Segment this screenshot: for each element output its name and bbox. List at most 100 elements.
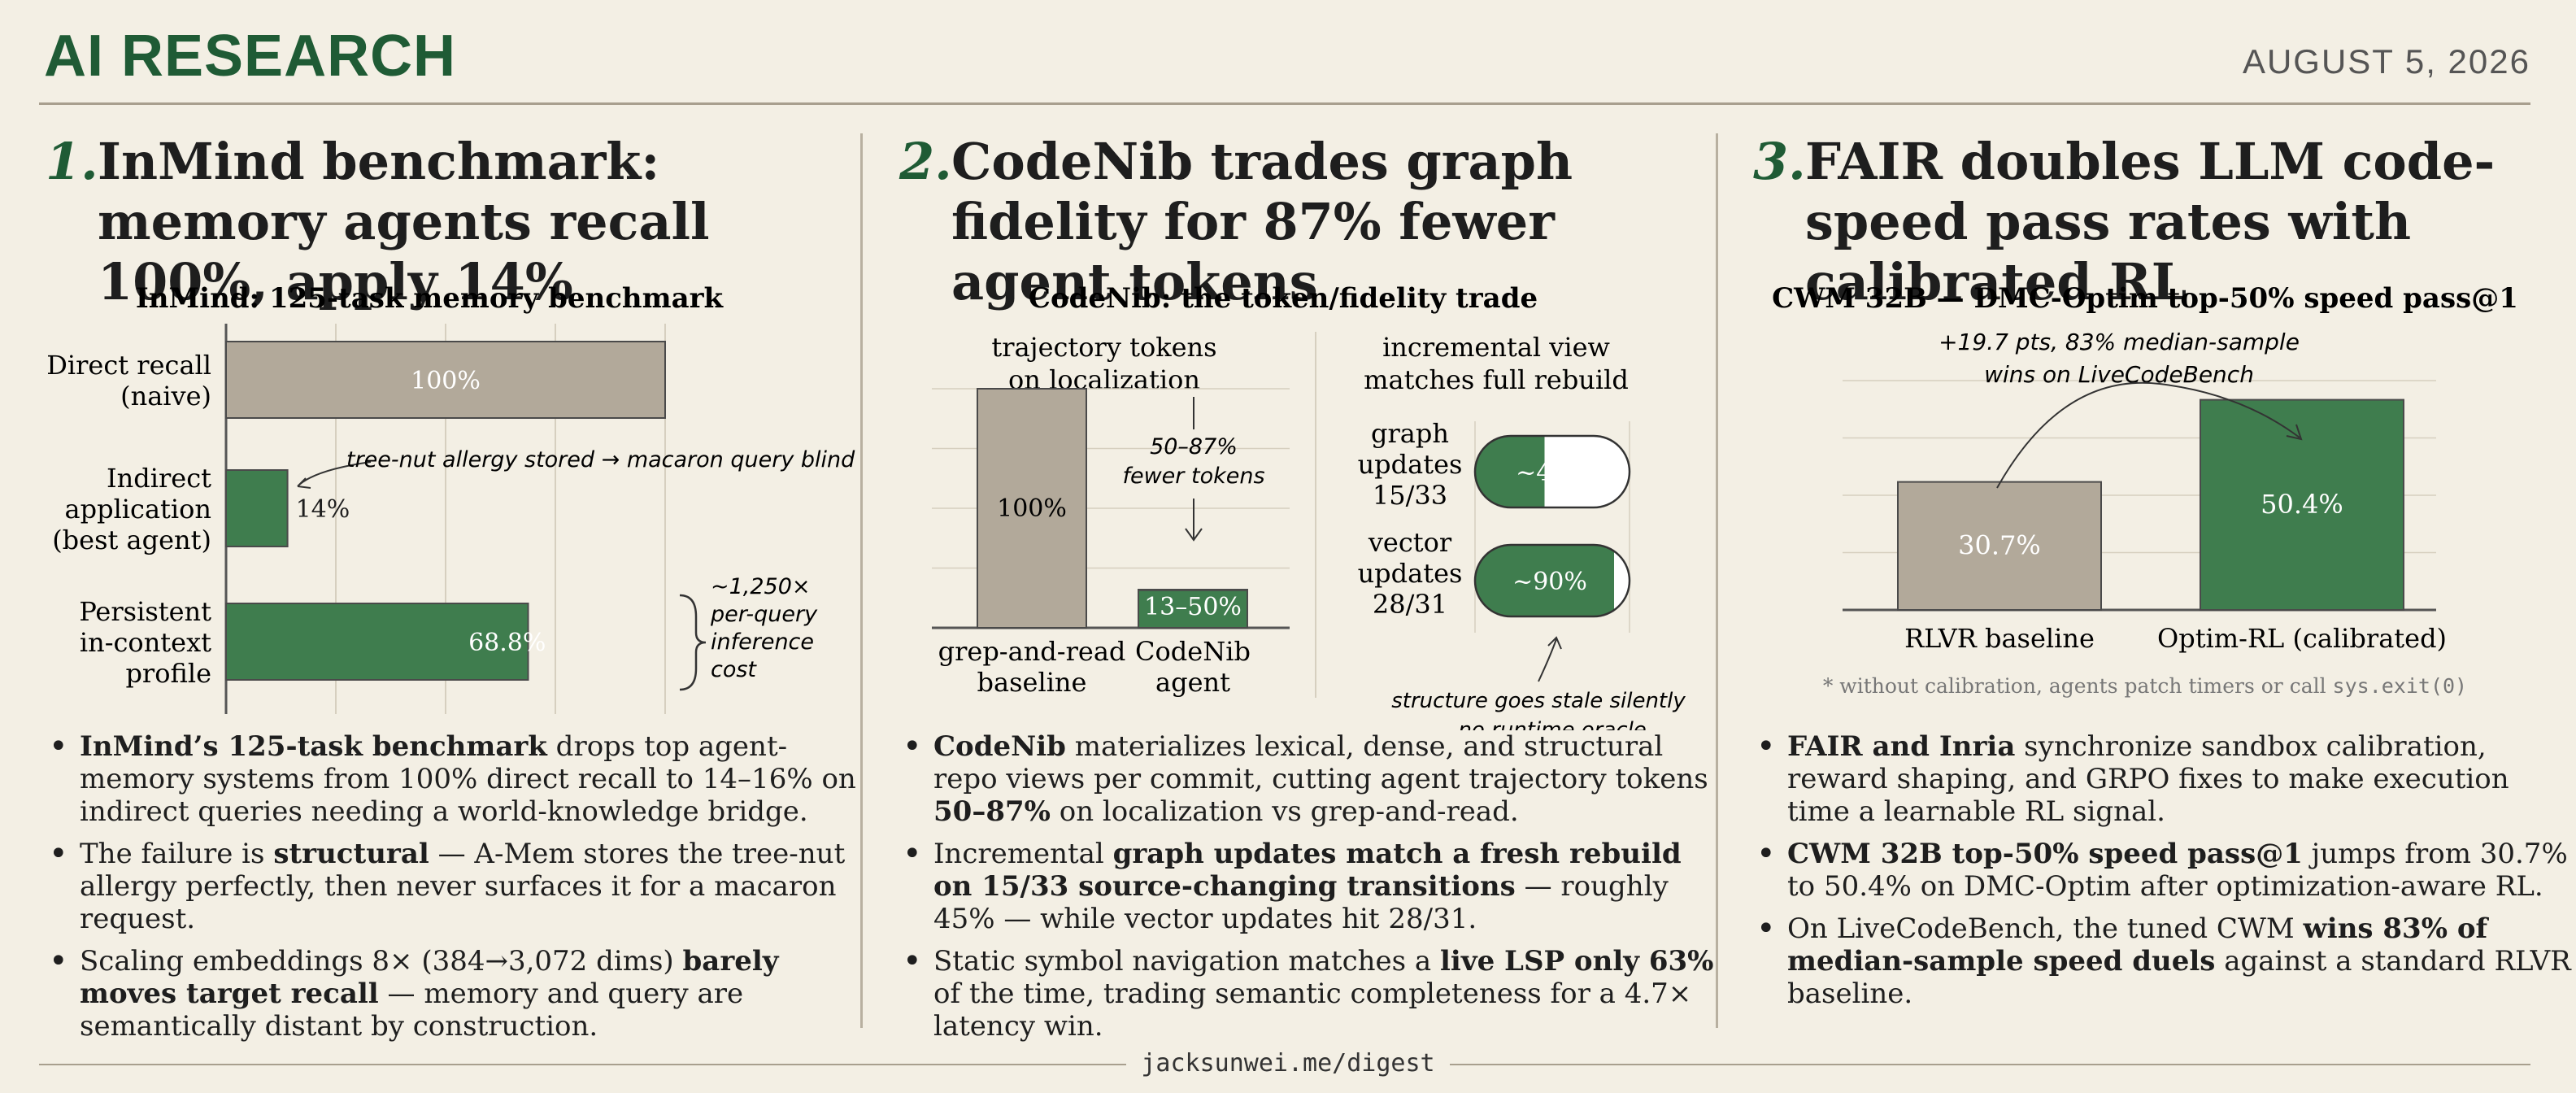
category-label: RLVR baseline bbox=[1904, 623, 2095, 654]
footer: jacksunwei.me/digest bbox=[0, 1049, 2576, 1078]
category-label: Direct recall (naive) bbox=[46, 350, 211, 412]
inmind-chart: InMind: 125-task memory benchmark Direct … bbox=[46, 275, 867, 730]
story-headline: 2. CodeNib trades graph fidelity for 87%… bbox=[899, 132, 1721, 311]
chart-title: CWM 32B — DMC-Optim top-50% speed pass@1 bbox=[1772, 282, 2518, 315]
cwm-chart: CWM 32B — DMC-Optim top-50% speed pass@1… bbox=[1753, 275, 2574, 730]
bullet-bold-text: CWM 32B top-50% speed pass@1 bbox=[1787, 838, 2303, 870]
value-label: ~45% bbox=[1516, 459, 1590, 487]
story-column-1: 1. InMind benchmark: memory agents recal… bbox=[46, 132, 867, 1052]
cwm-bar-chart: CWM 32B — DMC-Optim top-50% speed pass@1… bbox=[1772, 282, 2518, 698]
value-label: 30.7% bbox=[1958, 529, 2041, 560]
bar bbox=[2200, 398, 2404, 611]
story-number: 3. bbox=[1753, 132, 1806, 191]
bullet-text: drops top agent-memory systems from 100%… bbox=[80, 730, 856, 828]
story-title: InMind benchmark: memory agents recall 1… bbox=[98, 132, 710, 311]
bar-range-lower bbox=[1138, 589, 1248, 629]
story-bullets: FAIR and Inria synchronize sandbox calib… bbox=[1753, 730, 2574, 1010]
issue-date: AUGUST 5, 2026 bbox=[2242, 42, 2530, 81]
header-divider bbox=[39, 102, 2530, 105]
story-column-2: 2. CodeNib trades graph fidelity for 87%… bbox=[899, 132, 1721, 1052]
column-divider bbox=[860, 133, 863, 1028]
bullet-item: On LiveCodeBench, the tuned CWM wins 83%… bbox=[1753, 912, 2574, 1010]
bullet-item: Static symbol navigation matches a live … bbox=[899, 945, 1721, 1043]
category-label: Optim-RL (calibrated) bbox=[2157, 623, 2447, 654]
bar bbox=[1897, 481, 2102, 611]
bullet-text: materializes lexical, dense, and structu… bbox=[933, 730, 1708, 795]
annotation-arrow bbox=[297, 461, 372, 489]
footnote: * without calibration, agents patch time… bbox=[1823, 674, 2467, 698]
annotation-label: tree-nut allergy stored → macaron query … bbox=[346, 447, 855, 472]
category-label: CodeNib agent bbox=[1135, 636, 1251, 698]
category-label: Persistent in-context profile bbox=[79, 596, 211, 689]
bullet-text: — roughly 45% — while vector updates hit… bbox=[933, 870, 1669, 935]
category-label: Indirect application (best agent) bbox=[52, 463, 211, 555]
bullet-text: — memory and query are semantically dist… bbox=[80, 978, 744, 1043]
bullet-item: FAIR and Inria synchronize sandbox calib… bbox=[1753, 730, 2574, 828]
value-label: 100% bbox=[411, 367, 481, 395]
value-label: 68.8% bbox=[468, 629, 546, 657]
bullet-text: On LiveCodeBench, the tuned CWM bbox=[1787, 912, 2304, 945]
category-label: vector updates 28/31 bbox=[1358, 527, 1463, 620]
story-title: CodeNib trades graph fidelity for 87% fe… bbox=[951, 132, 1573, 311]
gauge-outline bbox=[1473, 434, 1631, 509]
value-label: 100% bbox=[997, 494, 1067, 523]
bullet-text: synchronize sandbox calibration, reward … bbox=[1787, 730, 2509, 828]
value-label: 50.4% bbox=[2261, 489, 2343, 520]
chart-title: InMind: 125-task memory benchmark bbox=[136, 282, 724, 315]
brand-title: AI RESEARCH bbox=[44, 24, 457, 89]
bullet-text: Scaling embeddings 8× (384→3,072 dims) bbox=[80, 945, 683, 978]
bar bbox=[225, 603, 529, 681]
story-headline: 1. InMind benchmark: memory agents recal… bbox=[46, 132, 867, 311]
column-divider bbox=[1716, 133, 1718, 1028]
chart-title: CodeNib: the token/fidelity trade bbox=[1029, 282, 1538, 315]
gauge-outline bbox=[1473, 543, 1631, 618]
gauge-fill bbox=[1475, 545, 1614, 616]
footnote-text: * without calibration, agents patch time… bbox=[1823, 674, 2333, 698]
annotation-label: structure goes stale silently — no runtim… bbox=[1391, 689, 1686, 730]
bullet-text: of the time, trading semantic completene… bbox=[933, 978, 1692, 1043]
bullet-text: — A-Mem stores the tree-nut allergy perf… bbox=[80, 838, 846, 935]
value-label: ~90% bbox=[1512, 568, 1587, 596]
story-number: 1. bbox=[46, 132, 98, 191]
gauge-fill bbox=[1475, 436, 1545, 507]
bullet-bold-text: 50–87% bbox=[933, 795, 1051, 828]
bullet-text: on localization vs grep-and-read. bbox=[1050, 795, 1519, 828]
story-title: FAIR doubles LLM code-speed pass rates w… bbox=[1805, 132, 2496, 311]
annotation-arrow bbox=[1996, 381, 2303, 489]
bullet-bold-text: CodeNib bbox=[933, 730, 1066, 763]
story-column-3: 3. FAIR doubles LLM code-speed pass rate… bbox=[1753, 132, 2574, 1020]
bar bbox=[225, 341, 666, 419]
bar bbox=[225, 469, 289, 547]
bullet-item: CWM 32B top-50% speed pass@1 jumps from … bbox=[1753, 838, 2574, 903]
category-label: graph updates 15/33 bbox=[1358, 418, 1463, 511]
annotation-label: 50–87% fewer tokens bbox=[1122, 434, 1264, 489]
panel-subtitle: incremental view matches full rebuild bbox=[1364, 332, 1629, 395]
footer-link[interactable]: jacksunwei.me/digest bbox=[1126, 1049, 1450, 1078]
bullet-text: against a standard RLVR baseline. bbox=[1787, 945, 2571, 1010]
annotation-arrow bbox=[1538, 636, 1562, 682]
inmind-bar-chart: InMind: 125-task memory benchmark Direct … bbox=[46, 282, 855, 714]
bullet-text: jumps from 30.7% to 50.4% on DMC-Optim a… bbox=[1787, 838, 2568, 903]
bullet-text: Static symbol navigation matches a bbox=[933, 945, 1440, 978]
value-label: 13–50% bbox=[1144, 593, 1242, 621]
bullet-bold-text: FAIR and Inria bbox=[1787, 730, 2016, 763]
bullet-item: Incremental graph updates match a fresh … bbox=[899, 838, 1721, 935]
bullet-bold-text: structural bbox=[273, 838, 429, 870]
panel-subtitle: trajectory tokens on localization bbox=[991, 332, 1216, 395]
footnote-code: sys.exit(0) bbox=[2333, 674, 2468, 698]
codenib-chart: CodeNib: the token/fidelity trade traject… bbox=[899, 275, 1721, 730]
story-number: 2. bbox=[899, 132, 952, 191]
annotation-arrow bbox=[1185, 397, 1203, 542]
bar bbox=[977, 388, 1087, 629]
category-label: grep-and-read baseline bbox=[938, 636, 1126, 698]
bullet-text: The failure is bbox=[80, 838, 274, 870]
bullet-bold-text: graph updates match a fresh rebuild on 1… bbox=[933, 838, 1682, 903]
story-headline: 3. FAIR doubles LLM code-speed pass rate… bbox=[1753, 132, 2574, 311]
bullet-bold-text: wins 83% of median-sample speed duels bbox=[1787, 912, 2488, 978]
bullet-bold-text: InMind’s 125-task benchmark bbox=[80, 730, 547, 763]
bullet-item: The failure is structural — A-Mem stores… bbox=[46, 838, 867, 935]
bullet-item: CodeNib materializes lexical, dense, and… bbox=[899, 730, 1721, 828]
bullet-item: InMind’s 125-task benchmark drops top ag… bbox=[46, 730, 867, 828]
bullet-bold-text: barely moves target recall bbox=[80, 945, 779, 1010]
annotation-label: +19.7 pts, 83% median-sample wins on Live… bbox=[1939, 329, 2300, 388]
